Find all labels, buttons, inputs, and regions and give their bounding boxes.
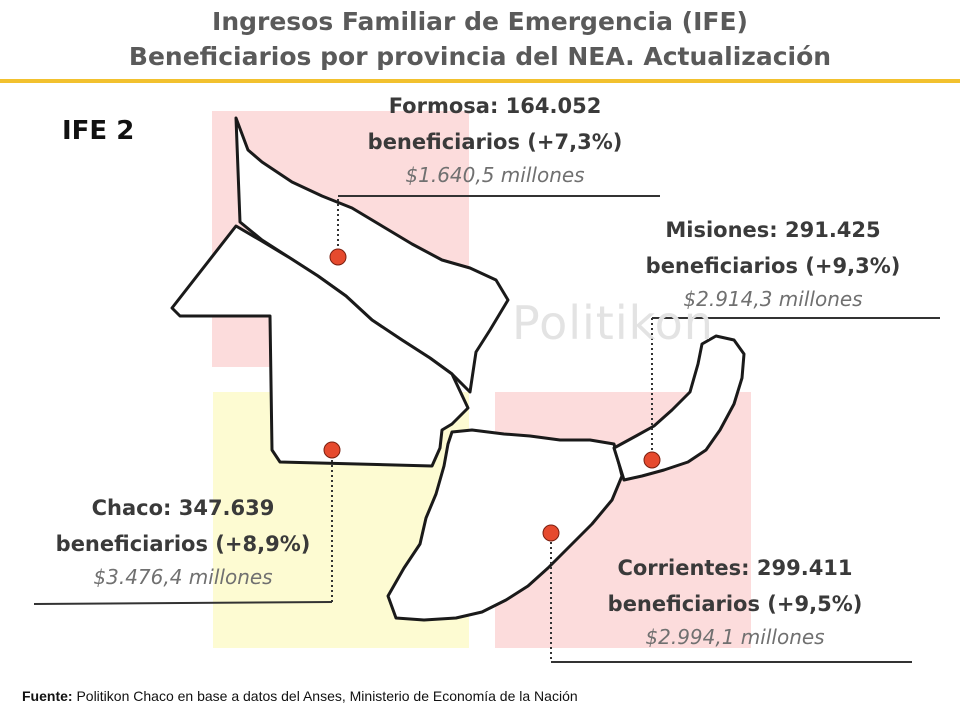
leader-lines (33, 195, 940, 663)
formosa-amount: $1.640,5 millones (405, 163, 585, 187)
misiones-marker (643, 451, 661, 469)
misiones-shape (612, 334, 746, 482)
chaco-marker (323, 441, 341, 459)
formosa-name: Formosa: 164.052 (388, 94, 602, 118)
title-line-1: Ingresos Familiar de Emergencia (IFE) (212, 7, 748, 36)
corrientes-marker (542, 524, 560, 542)
title-line-2: Beneficiarios por provincia del NEA. Act… (128, 42, 832, 71)
formosa-label: Formosa: 164.052 beneficiarios (+7,3%) $… (340, 88, 650, 190)
chaco-label: Chaco: 347.639 beneficiarios (+8,9%) $3.… (28, 490, 338, 592)
source-note: Fuente: Politikon Chaco en base a datos … (22, 688, 578, 704)
corrientes-beneficiaries: beneficiarios (+9,5%) (607, 592, 863, 616)
watermark: Politikon (512, 296, 714, 350)
corrientes-shape (386, 428, 624, 622)
source-label: Fuente: (22, 688, 73, 704)
chaco-name: Chaco: 347.639 (91, 496, 275, 520)
chaco-amount: $3.476,4 millones (93, 565, 273, 589)
chaco-beneficiaries: beneficiarios (+8,9%) (55, 532, 311, 556)
misiones-label: Misiones: 291.425 beneficiarios (+9,3%) … (618, 212, 928, 314)
source-text: Politikon Chaco en base a datos del Anse… (72, 688, 578, 704)
misiones-name: Misiones: 291.425 (665, 218, 881, 242)
title-rule (0, 79, 960, 83)
corrientes-label: Corrientes: 299.411 beneficiarios (+9,5%… (580, 550, 890, 652)
formosa-beneficiaries: beneficiarios (+7,3%) (367, 130, 623, 154)
formosa-marker (329, 248, 347, 266)
chaco-leader-line (33, 601, 333, 605)
misiones-amount: $2.914,3 millones (683, 287, 863, 311)
panel-label: IFE 2 (62, 116, 135, 146)
misiones-beneficiaries: beneficiarios (+9,3%) (645, 254, 901, 278)
page-title: Ingresos Familiar de Emergencia (IFE) Be… (0, 4, 960, 74)
chaco-shape (170, 224, 470, 468)
corrientes-name: Corrientes: 299.411 (617, 556, 853, 580)
corrientes-amount: $2.994,1 millones (645, 625, 825, 649)
